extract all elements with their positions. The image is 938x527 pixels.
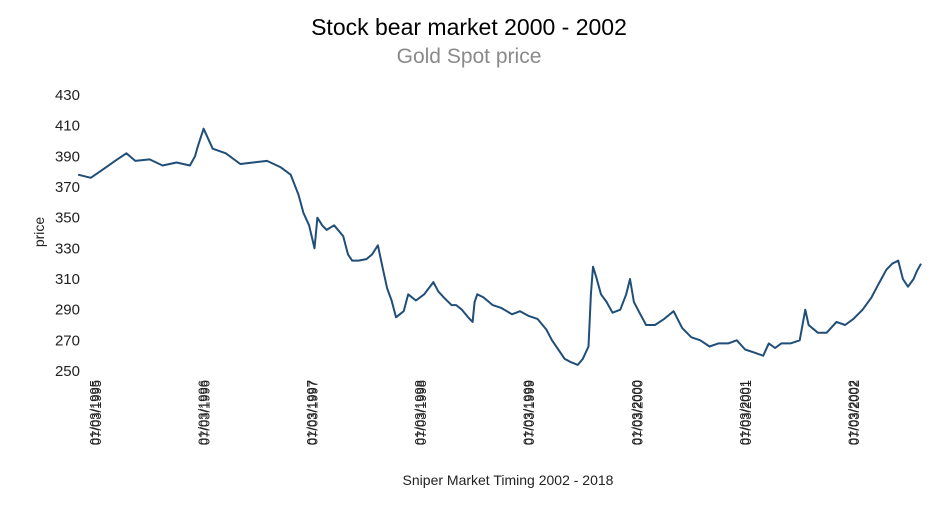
x-tick-label: 07/03/2000 — [631, 380, 646, 445]
y-tick-label: 250 — [55, 363, 80, 380]
gold-price-line — [77, 127, 922, 366]
y-tick-label: 310 — [55, 271, 80, 288]
x-tick-label: 01/03/1996 — [196, 380, 211, 445]
x-tick-label: 01/03/1998 — [412, 380, 427, 445]
y-tick-label: 390 — [55, 148, 80, 165]
y-tick-label: 270 — [55, 332, 80, 349]
x-tick-label: 07/03/2001 — [739, 380, 754, 445]
x-tick-label: 01/03/1999 — [520, 380, 535, 445]
x-tick-label: 07/03/1998 — [414, 380, 429, 445]
y-axis-ticks: 250 270 290 310 330 350 370 390 410 430 — [55, 87, 80, 380]
x-tick-label: 07/03/1995 — [89, 380, 104, 445]
chart-title: Stock bear market 2000 - 2002 — [311, 14, 627, 40]
y-tick-label: 290 — [55, 302, 80, 319]
series-layer — [77, 127, 922, 366]
y-tick-label: 370 — [55, 179, 80, 196]
x-tick-label: 01/03/1995 — [87, 380, 102, 445]
y-tick-label: 330 — [55, 240, 80, 257]
y-tick-label: 410 — [55, 118, 80, 135]
x-axis-label: Sniper Market Timing 2002 - 2018 — [403, 472, 614, 488]
y-tick-label: 350 — [55, 210, 80, 227]
x-tick-label: 07/03/1997 — [306, 380, 321, 445]
chart-subtitle: Gold Spot price — [396, 45, 542, 68]
x-tick-label: 07/03/1999 — [522, 380, 537, 445]
x-tick-label: 01/03/2000 — [629, 380, 644, 445]
x-tick-label: 01/03/2001 — [737, 380, 752, 445]
x-tick-label: 01/03/2002 — [845, 380, 860, 445]
x-tick-label: 07/03/1996 — [197, 380, 212, 445]
x-tick-label: 07/03/2002 — [847, 380, 862, 445]
x-tick-label: 01/03/1997 — [304, 380, 319, 445]
y-tick-label: 430 — [55, 87, 80, 104]
y-axis-label: price — [31, 217, 47, 248]
